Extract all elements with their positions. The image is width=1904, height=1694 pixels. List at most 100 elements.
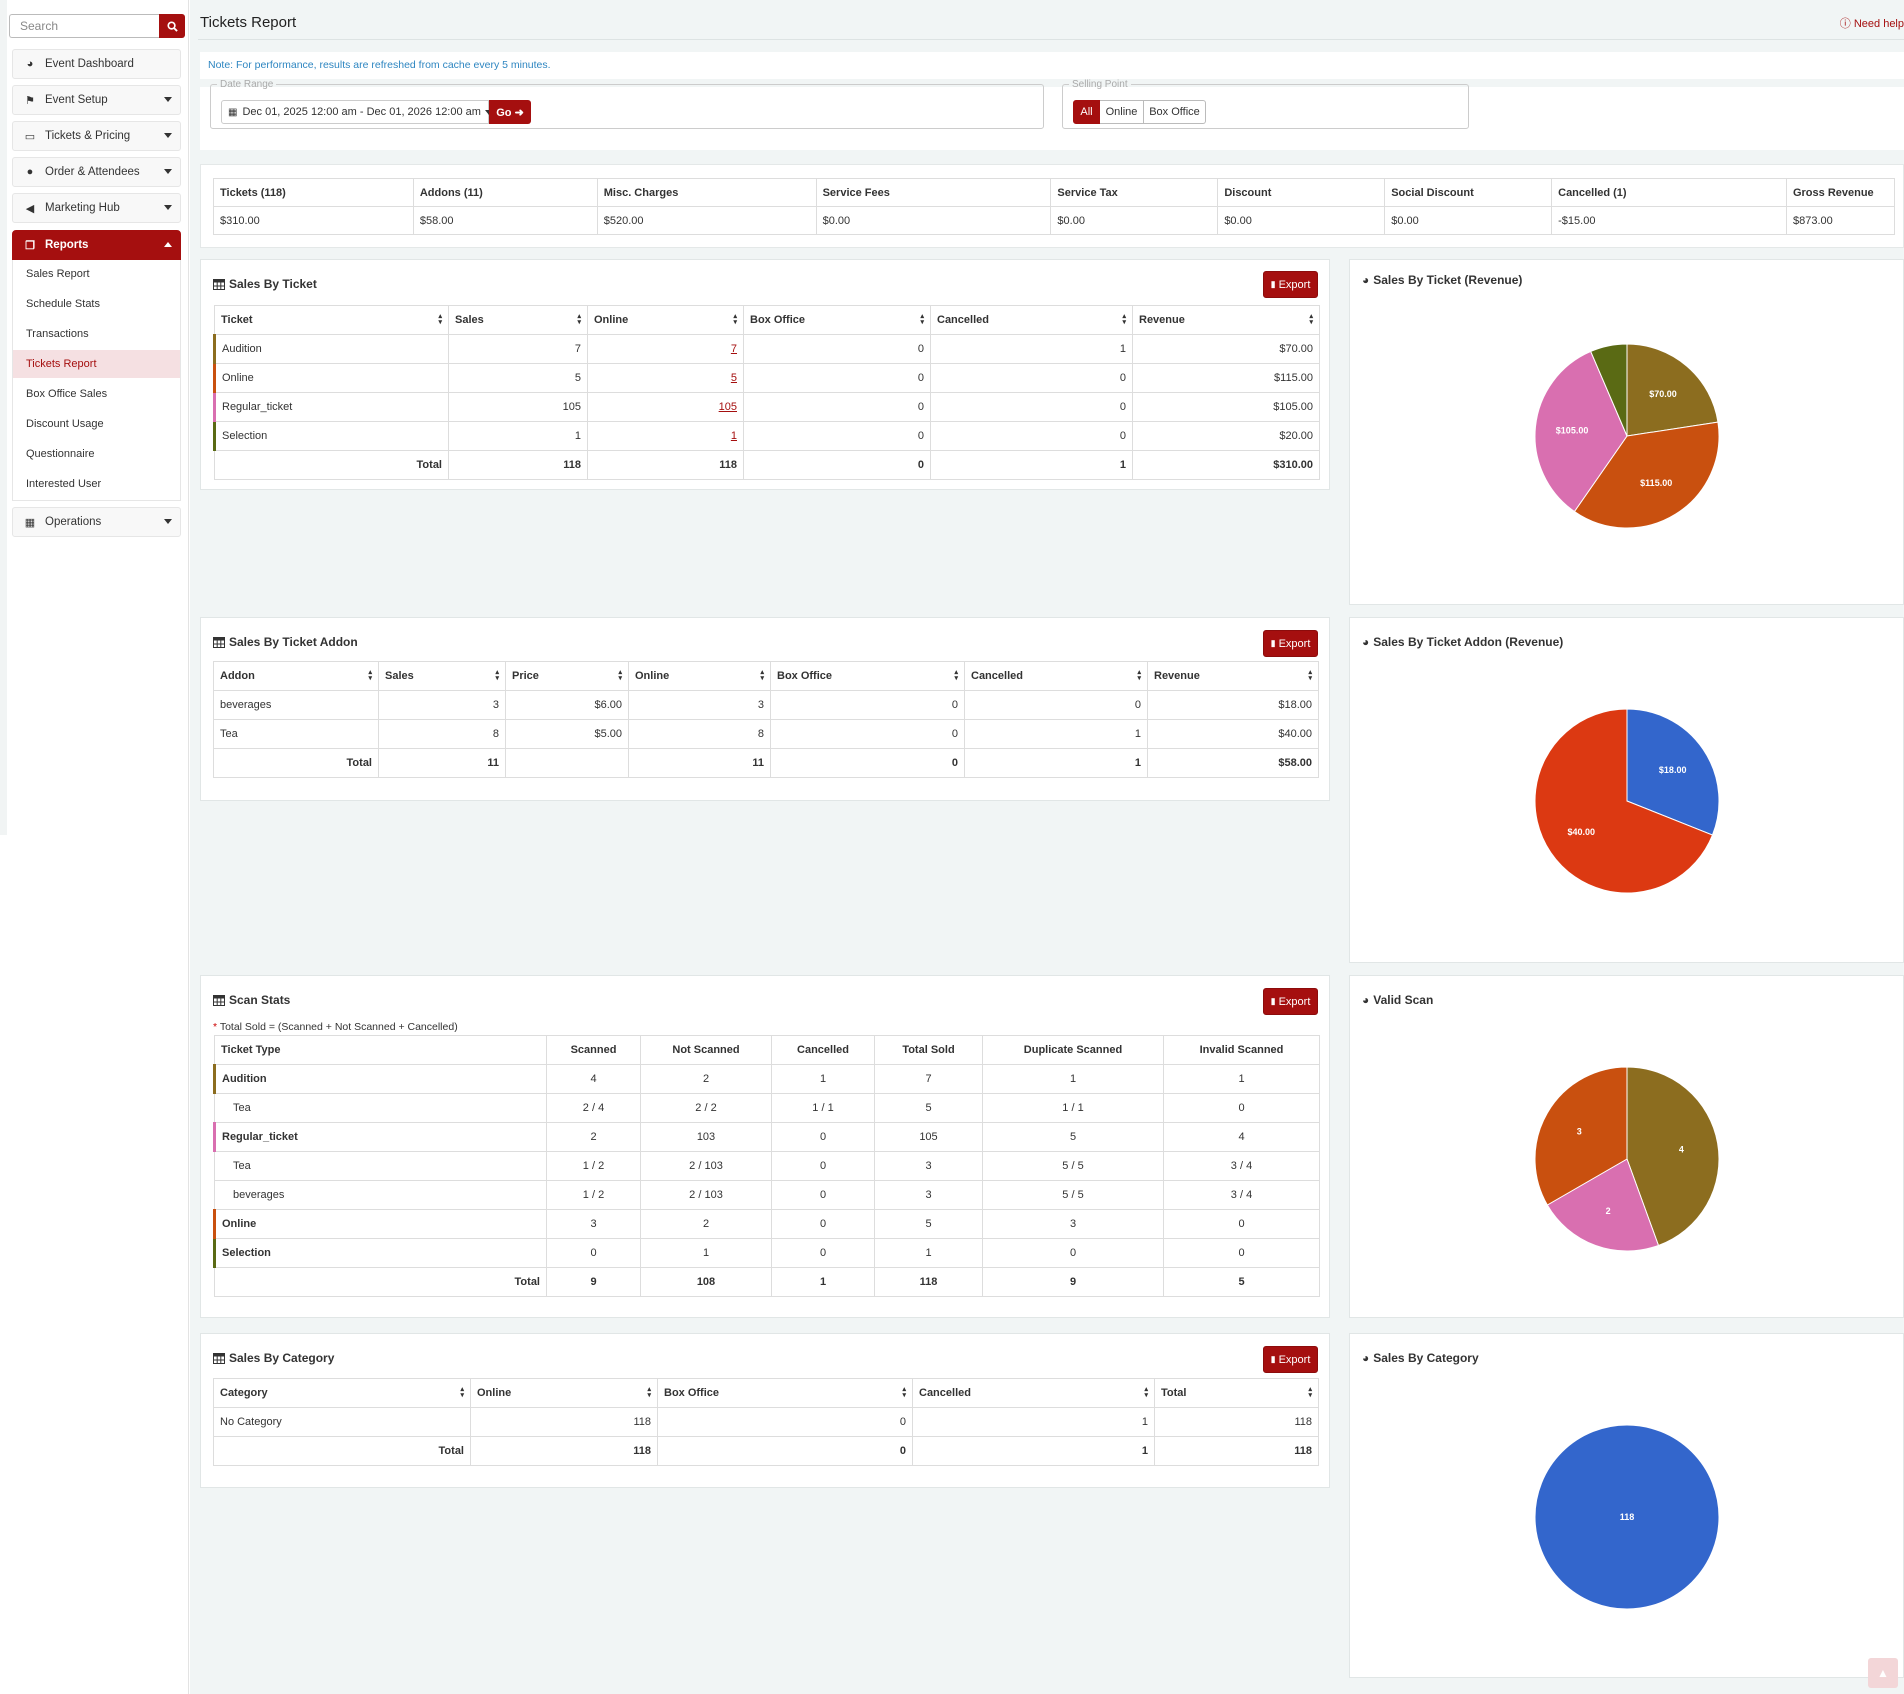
export-button[interactable]: ▮ Export (1263, 630, 1318, 657)
cell-cancelled: 1 (930, 334, 1133, 364)
menu-operations[interactable]: ▦ Operations (12, 507, 181, 537)
export-button[interactable]: ▮ Export (1263, 1346, 1318, 1373)
online-count-link[interactable]: 105 (718, 401, 737, 413)
cell-not-scanned: 2 / 2 (640, 1093, 772, 1123)
pie-slice-regular-ticket[interactable] (1546, 1158, 1660, 1252)
pie-slice-regular-ticket[interactable] (1534, 350, 1628, 513)
card-title: Sales By Category (213, 1351, 334, 1365)
go-button[interactable]: Go ➜ (489, 100, 531, 124)
column-header[interactable]: Cancelled (930, 305, 1133, 335)
selling-point-all[interactable]: All (1073, 100, 1100, 124)
menu-order-attendees[interactable]: ● Order & Attendees (12, 157, 181, 187)
cell-scanned: 2 / 4 (546, 1093, 641, 1123)
card-title-text: Scan Stats (229, 993, 291, 1007)
pie-slice-audition[interactable] (1626, 1066, 1720, 1247)
menu-marketing-hub[interactable]: ◀ Marketing Hub (12, 193, 181, 223)
search-button[interactable] (159, 14, 185, 38)
submenu-transactions[interactable]: Transactions (26, 328, 89, 340)
file-icon: ▮ (1270, 996, 1276, 1006)
submenu-sales-report[interactable]: Sales Report (26, 268, 90, 280)
sales-by-category-table: Category Online Box Office Cancelled Tot… (213, 1378, 1319, 1466)
column-header[interactable]: Box Office (743, 305, 931, 335)
column-header[interactable]: Total (1154, 1378, 1319, 1408)
submenu-schedule-stats[interactable]: Schedule Stats (26, 298, 100, 310)
cell-invalid: 1 (1163, 1064, 1320, 1094)
submenu-interested-user[interactable]: Interested User (26, 478, 102, 490)
column-header[interactable]: Category (213, 1378, 471, 1408)
summary-header: Discount (1217, 178, 1386, 207)
pie-slice-selection[interactable] (1590, 343, 1628, 437)
cell-cancelled: 0 (930, 421, 1133, 451)
export-label: Export (1278, 637, 1311, 650)
column-header[interactable]: Cancelled (964, 661, 1148, 691)
category-name: No Category (213, 1407, 471, 1437)
cell-invalid: 0 (1163, 1238, 1320, 1268)
need-help-link[interactable]: ⓘ Need help (1840, 15, 1904, 31)
pie-slice-no-category[interactable] (1534, 1424, 1720, 1610)
column-header[interactable]: Box Office (657, 1378, 913, 1408)
export-button[interactable]: ▮ Export (1263, 271, 1318, 298)
column-header[interactable]: Online (628, 661, 771, 691)
column-header[interactable]: Ticket (214, 305, 449, 335)
summary-value-row: $310.00 $58.00 $520.00 $0.00 $0.00 $0.00… (213, 206, 1896, 235)
date-range-fieldset: Date Range ▦ Dec 01, 2025 12:00 am - Dec… (210, 79, 1044, 129)
sales-by-addon-card: Sales By Ticket Addon ▮ Export Addon Sal… (200, 617, 1330, 801)
column-header[interactable]: Price (505, 661, 629, 691)
column-header[interactable]: Revenue (1132, 305, 1320, 335)
submenu-questionnaire[interactable]: Questionnaire (26, 448, 95, 460)
menu-label: Order & Attendees (45, 166, 140, 178)
table-header-row: Ticket Sales Online Box Office Cancelled… (214, 305, 1320, 335)
cell-invalid: 3 / 4 (1163, 1180, 1320, 1210)
sidebar-gutter (0, 0, 7, 835)
column-header[interactable]: Revenue (1147, 661, 1319, 691)
summary-table: Tickets (118) Addons (11) Misc. Charges … (213, 178, 1896, 235)
addon-name: beverages (213, 690, 379, 720)
selling-point-online[interactable]: Online (1100, 100, 1144, 124)
total-label: Total (213, 1436, 471, 1466)
column-header[interactable]: Box Office (770, 661, 965, 691)
summary-header: Tickets (118) (213, 178, 414, 207)
pie-slice-online[interactable] (1573, 421, 1720, 529)
date-range-picker[interactable]: ▦ Dec 01, 2025 12:00 am - Dec 01, 2026 1… (221, 100, 493, 124)
column-header[interactable]: Online (470, 1378, 658, 1408)
table-row: Tea 1 / 2 2 / 103 0 3 5 / 5 3 / 4 (214, 1151, 1320, 1181)
submenu-discount-usage[interactable]: Discount Usage (26, 418, 104, 430)
total-cancelled: 1 (930, 450, 1133, 480)
summary-value: $873.00 (1785, 206, 1896, 235)
operations-icon: ▦ (24, 516, 36, 529)
column-header[interactable]: Cancelled (912, 1378, 1155, 1408)
cell-scanned: 2 (546, 1122, 641, 1152)
pie-slice-beverages[interactable] (1626, 708, 1720, 836)
column-header: Scanned (546, 1035, 641, 1065)
column-header[interactable]: Addon (213, 661, 379, 691)
file-icon: ▮ (1270, 638, 1276, 648)
menu-event-setup[interactable]: ⚑ Event Setup (12, 85, 181, 115)
pie-slice-tea[interactable] (1534, 708, 1714, 894)
cell-online: 118 (470, 1407, 658, 1437)
online-count-link[interactable]: 5 (730, 372, 737, 384)
column-header[interactable]: Online (587, 305, 744, 335)
column-header[interactable]: Sales (448, 305, 588, 335)
column-header[interactable]: Sales (378, 661, 506, 691)
selling-point-box-office[interactable]: Box Office (1144, 100, 1206, 124)
pie-slice-online[interactable] (1534, 1066, 1628, 1206)
ticket-type-name: Tea (214, 1151, 547, 1181)
cell-invalid: 3 / 4 (1163, 1151, 1320, 1181)
menu-tickets-pricing[interactable]: ▭ Tickets & Pricing (12, 121, 181, 151)
submenu-box-office-sales[interactable]: Box Office Sales (26, 388, 108, 400)
total-label: Total (214, 1267, 547, 1297)
cell-not-scanned: 2 (640, 1064, 772, 1094)
card-title-text: Sales By Ticket (229, 277, 317, 291)
online-count-link[interactable]: 1 (730, 430, 737, 442)
cell-online: 8 (628, 719, 771, 749)
menu-reports[interactable]: ❐ Reports (12, 230, 181, 260)
menu-event-dashboard[interactable]: ◕ Event Dashboard (12, 49, 181, 79)
total-invalid: 5 (1163, 1267, 1320, 1297)
cell-invalid: 0 (1163, 1209, 1320, 1239)
pie-slice-audition[interactable] (1626, 343, 1719, 437)
search-input[interactable] (9, 14, 159, 38)
submenu-tickets-report[interactable]: Tickets Report (13, 350, 180, 378)
export-button[interactable]: ▮ Export (1263, 988, 1318, 1015)
online-count-link[interactable]: 7 (730, 343, 737, 355)
scroll-to-top-button[interactable]: ▲ (1868, 1658, 1898, 1688)
